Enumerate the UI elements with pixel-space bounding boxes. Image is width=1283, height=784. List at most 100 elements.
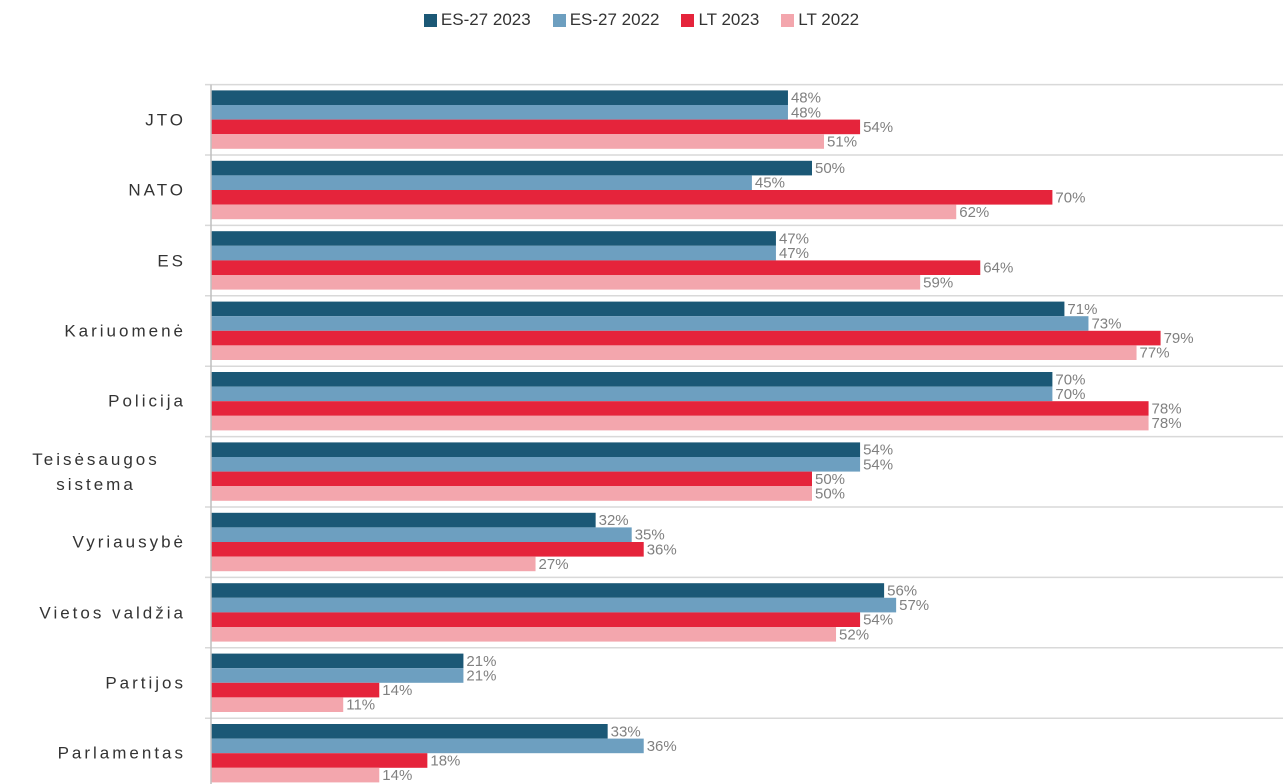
bar [211, 372, 1053, 387]
y-tick-label: Policija [108, 391, 186, 411]
bar [211, 330, 1161, 346]
bar [211, 682, 380, 698]
legend-item: ES-27 2022 [552, 10, 660, 30]
y-tick-label: Parlamentas [57, 743, 186, 763]
data-label: 33% [611, 723, 641, 740]
bar [211, 583, 885, 598]
data-label: 11% [346, 697, 375, 714]
data-label: 59% [923, 274, 953, 291]
bar [211, 767, 380, 783]
bar [211, 753, 428, 768]
category-label-box: Vietos valdžia [0, 600, 186, 625]
data-label: 21% [466, 667, 496, 684]
bar [211, 668, 464, 683]
bar [211, 542, 644, 557]
y-tick-label: Vyriausybė [72, 532, 186, 552]
bar [211, 471, 812, 487]
bar [211, 386, 1053, 402]
bar [211, 301, 1065, 317]
data-label: 62% [959, 204, 989, 221]
category-label-box: Parlamentas [0, 741, 186, 766]
data-label: 70% [1055, 386, 1085, 403]
category-label-box: Policija [0, 389, 186, 414]
bar [211, 190, 1053, 205]
category-label-box: Vyriausybė [0, 530, 186, 555]
bar [211, 119, 861, 135]
bar [211, 556, 536, 572]
bar [211, 316, 1089, 331]
legend-label: ES-27 2023 [440, 10, 531, 29]
y-tick-label: Partijos [105, 673, 186, 693]
legend-swatch [423, 13, 437, 27]
data-label: 54% [863, 456, 893, 473]
data-label: 14% [382, 682, 412, 699]
category-label-box: JTO [0, 107, 186, 132]
bar [211, 724, 608, 739]
bar [211, 231, 776, 246]
data-label: 77% [1140, 345, 1170, 362]
bar [211, 275, 921, 290]
data-label: 70% [1055, 189, 1085, 206]
bar [211, 175, 752, 190]
bar [211, 401, 1149, 416]
data-label: 57% [899, 597, 929, 614]
data-label: 50% [815, 485, 845, 502]
legend-label: ES-27 2022 [569, 10, 660, 29]
legend-swatch [781, 13, 795, 27]
legend-item: ES-27 2023 [423, 10, 531, 30]
data-label: 56% [887, 582, 917, 599]
legend-item: LT 2022 [781, 10, 859, 30]
category-label-box: Teisėsaugos sistema [0, 447, 186, 497]
data-label: 35% [635, 527, 665, 544]
y-tick-label: Vietos valdžia [39, 603, 186, 623]
category-label-box: ES [0, 248, 186, 273]
bar [211, 597, 897, 613]
bar [211, 697, 344, 712]
data-label: 71% [1067, 301, 1097, 318]
y-tick-label: Kariuomenė [64, 321, 186, 341]
category-label-box: Kariuomenė [0, 319, 186, 344]
data-label: 52% [839, 626, 869, 643]
bar [211, 415, 1149, 431]
data-label: 79% [1164, 330, 1194, 347]
data-label: 36% [647, 738, 677, 755]
legend-swatch [681, 13, 695, 27]
data-label: 54% [863, 119, 893, 136]
bar [211, 160, 812, 176]
data-label: 73% [1091, 315, 1121, 332]
category-label-box: Partijos [0, 671, 186, 696]
data-label: 36% [647, 541, 677, 558]
data-label: 54% [863, 442, 893, 459]
legend-swatch [552, 13, 566, 27]
data-label: 70% [1055, 371, 1085, 388]
bar [211, 134, 825, 149]
bar [211, 442, 861, 457]
bar [211, 90, 788, 105]
bar [211, 653, 464, 669]
data-label: 32% [599, 512, 629, 529]
y-tick-label: Teisėsaugos sistema [32, 449, 160, 494]
data-label: 78% [1152, 400, 1182, 417]
data-label: 50% [815, 471, 845, 488]
bar [211, 738, 644, 754]
bar [211, 245, 776, 261]
data-label: 14% [382, 767, 412, 784]
data-label: 18% [430, 752, 460, 769]
bar [211, 260, 981, 275]
bar [211, 612, 861, 627]
data-label: 48% [791, 104, 821, 121]
data-label: 47% [779, 230, 809, 247]
y-tick-label: NATO [128, 180, 186, 200]
data-label: 21% [466, 653, 496, 670]
data-label: 48% [791, 90, 821, 107]
bar [211, 345, 1137, 360]
bar [211, 627, 837, 642]
y-tick-label: ES [157, 251, 186, 271]
bar [211, 204, 957, 220]
data-label: 50% [815, 160, 845, 177]
data-label: 78% [1152, 415, 1182, 432]
bar [211, 105, 788, 120]
category-label-box: NATO [0, 178, 186, 203]
